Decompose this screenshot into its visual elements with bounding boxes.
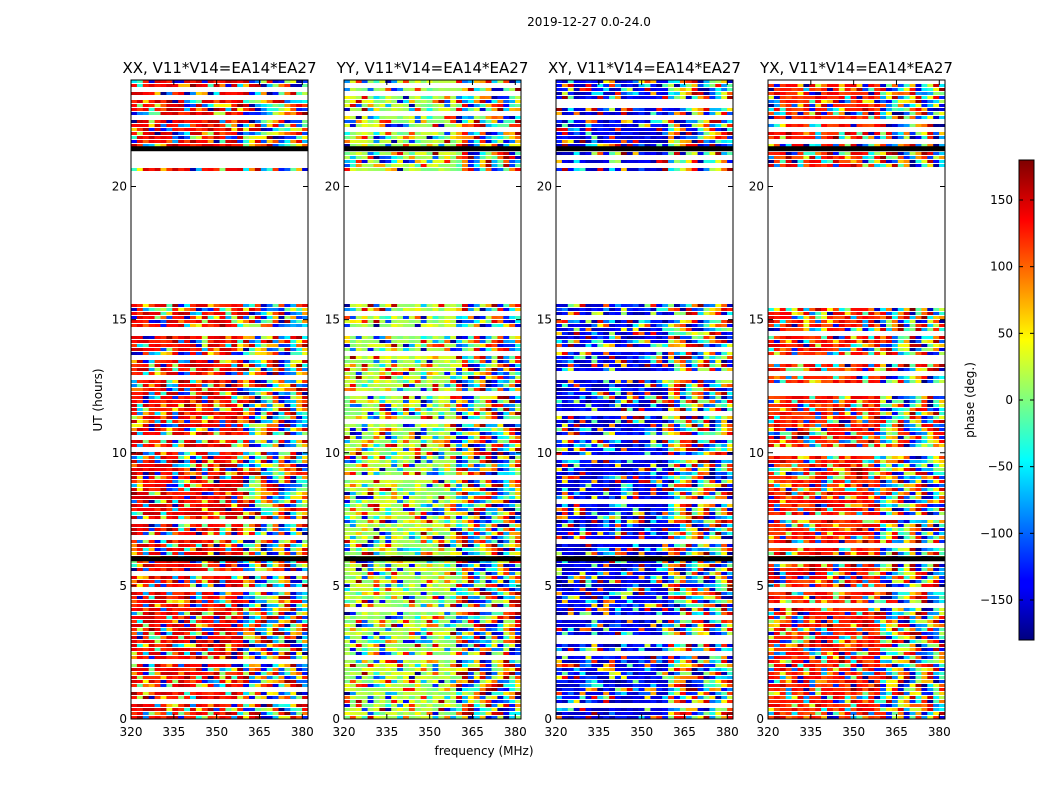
- x-tick-label: 350: [205, 725, 228, 739]
- x-tick-label: 380: [928, 725, 951, 739]
- panel-yx: YX, V11*V14=EA14*EA27 320 335 350 365 380 0 5 10…: [749, 59, 953, 739]
- y-tick-label: 10: [325, 446, 340, 460]
- y-tick-label: 15: [749, 313, 764, 327]
- x-tick-label: 350: [630, 725, 653, 739]
- y-tick-label: 15: [325, 313, 340, 327]
- x-tick-label: 335: [162, 725, 185, 739]
- x-tick-label: 365: [248, 725, 271, 739]
- y-tick-label: 20: [749, 180, 764, 194]
- x-tick-label: 320: [545, 725, 568, 739]
- x-tick-label: 335: [587, 725, 610, 739]
- colorbar-tick-label: 150: [990, 193, 1013, 207]
- y-tick-label: 0: [332, 712, 340, 726]
- panels: XX, V11*V14=EA14*EA27 320 335 350 365 380 0 5 10…: [112, 59, 953, 739]
- x-axis-label: frequency (MHz): [434, 744, 533, 758]
- x-tick-label: 335: [799, 725, 822, 739]
- phase-heatmap: [344, 80, 522, 719]
- colorbar-ticks: 150 100 50 0 −50 −100 −150: [980, 193, 1034, 607]
- y-tick-label: 0: [756, 712, 764, 726]
- x-tick-label: 320: [757, 725, 780, 739]
- phase-heatmap: [768, 84, 946, 719]
- y-tick-label: 15: [537, 313, 552, 327]
- panel-frame: [130, 79, 309, 720]
- colorbar-tick-label: 100: [990, 260, 1013, 274]
- colorbar-tick-label: 0: [1005, 393, 1013, 407]
- y-tick-label: 0: [544, 712, 552, 726]
- y-tick-label: 5: [544, 579, 552, 593]
- panel-title: XX, V11*V14=EA14*EA27: [122, 59, 316, 77]
- panel-frame: [555, 79, 734, 720]
- x-tick-label: 350: [418, 725, 441, 739]
- x-tick-label: 335: [375, 725, 398, 739]
- colorbar-tick-label: −100: [980, 526, 1013, 540]
- x-tick-label: 320: [120, 725, 143, 739]
- panel-title: YX, V11*V14=EA14*EA27: [759, 59, 953, 77]
- colorbar-label: phase (deg.): [963, 362, 977, 438]
- y-tick-label: 10: [112, 446, 127, 460]
- panel-xx: XX, V11*V14=EA14*EA27 320 335 350 365 380 0 5 10…: [112, 59, 317, 739]
- x-tick-label: 350: [842, 725, 865, 739]
- panel-yy: YY, V11*V14=EA14*EA27 320 335 350 365 380 0 5 10…: [325, 59, 529, 739]
- colorbar-tick-label: −150: [980, 593, 1013, 607]
- panel-frame: [343, 79, 522, 720]
- phase-heatmap: [131, 80, 309, 719]
- colorbar-tick-label: 50: [998, 326, 1013, 340]
- x-tick-label: 380: [504, 725, 527, 739]
- panel-title: YY, V11*V14=EA14*EA27: [336, 59, 529, 77]
- panel-xy: XY, V11*V14=EA14*EA27 320 335 350 365 380 0 5 10…: [537, 59, 741, 739]
- y-tick-label: 0: [119, 712, 127, 726]
- y-tick-label: 15: [112, 313, 127, 327]
- y-tick-label: 5: [332, 579, 340, 593]
- y-tick-label: 20: [112, 180, 127, 194]
- y-axis-label: UT (hours): [91, 368, 105, 431]
- y-tick-label: 5: [119, 579, 127, 593]
- y-tick-label: 10: [537, 446, 552, 460]
- panel-frame: [767, 79, 946, 720]
- x-tick-label: 365: [673, 725, 696, 739]
- x-tick-label: 320: [333, 725, 356, 739]
- panel-title: XY, V11*V14=EA14*EA27: [548, 59, 741, 77]
- figure-suptitle: 2019-12-27 0.0-24.0: [527, 15, 651, 29]
- y-tick-label: 20: [537, 180, 552, 194]
- x-tick-label: 365: [461, 725, 484, 739]
- colorbar: 150 100 50 0 −50 −100 −150 phase (deg.): [963, 159, 1035, 641]
- phase-heatmap: [556, 80, 734, 719]
- x-tick-label: 365: [885, 725, 908, 739]
- y-tick-label: 5: [756, 579, 764, 593]
- colorbar-tick-label: −50: [988, 460, 1013, 474]
- x-tick-label: 380: [291, 725, 314, 739]
- y-tick-label: 20: [325, 180, 340, 194]
- x-tick-label: 380: [716, 725, 739, 739]
- y-tick-label: 10: [749, 446, 764, 460]
